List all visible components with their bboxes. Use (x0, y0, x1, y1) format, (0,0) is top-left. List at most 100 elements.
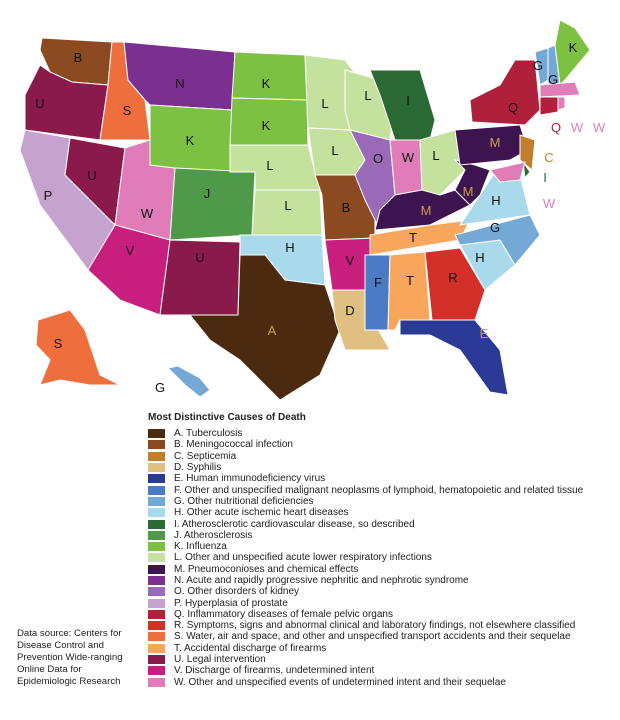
legend-item: J. Atherosclerosis (148, 530, 583, 541)
legend-item: T. Accidental discharge of firearms (148, 643, 583, 654)
legend-label: L. Other and unspecified acute lower res… (174, 552, 432, 564)
legend-label: O. Other disorders of kidney (174, 586, 300, 598)
legend-label: J. Atherosclerosis (174, 529, 253, 541)
legend-swatch (148, 508, 165, 518)
state-label-ks: L (284, 198, 291, 213)
state-de (522, 161, 531, 180)
state-label-ok: H (285, 240, 294, 255)
state-label-ar: V (346, 253, 355, 268)
state-label-ak: S (54, 336, 63, 351)
legend-item: F. Other and unspecified malignant neopl… (148, 484, 583, 496)
state-label-ne: L (266, 158, 273, 173)
legend-swatch (148, 485, 165, 495)
legend-item: W. Other and unspecified events of undet… (148, 677, 583, 688)
state-al (387, 251, 431, 331)
state-label-wv: M (463, 184, 474, 199)
legend-item: H. Other acute ischemic heart diseases (148, 507, 583, 518)
legend-swatch (148, 519, 165, 529)
legend-swatch (148, 587, 165, 597)
legend-title: Most Distinctive Causes of Death (148, 412, 306, 423)
legend-item: I. Atherosclerotic cardiovascular diseas… (148, 518, 583, 530)
legend-swatch (148, 553, 165, 563)
legend-label: M. Pneumoconioses and chemical effects (174, 563, 359, 575)
state-label-tn: T (409, 230, 417, 245)
state-in (389, 139, 423, 196)
state-md (489, 161, 526, 183)
state-nj (519, 134, 536, 171)
state-label-ma: W (571, 120, 584, 135)
legend-swatch (148, 440, 165, 450)
legend-swatch (148, 677, 165, 687)
legend-label: K. Influenza (174, 541, 227, 553)
legend-item: G. Other nutritional deficiencies (148, 496, 583, 507)
state-label-tx: A (268, 323, 277, 338)
legend-item: E. Human immunodeficiency virus (148, 473, 583, 484)
state-label-de: I (543, 170, 547, 185)
state-label-nd: K (262, 76, 271, 91)
state-tx (188, 254, 341, 401)
state-ny (469, 59, 541, 126)
legend-item: R. Symptoms, signs and abnormal clinical… (148, 620, 583, 631)
state-label-az: V (126, 243, 135, 258)
state-label-in: W (402, 150, 415, 165)
legend-label: B. Meningococcal infection (174, 439, 293, 451)
legend-swatch (148, 429, 165, 439)
state-label-id: S (123, 103, 132, 118)
state-label-il: O (373, 151, 383, 166)
legend-label: S. Water, air and space, and other and u… (174, 631, 571, 643)
state-label-ny: Q (508, 100, 518, 115)
legend-swatch (148, 530, 165, 540)
state-co (169, 167, 256, 241)
legend-swatch (148, 655, 165, 665)
state-label-al: T (406, 273, 414, 288)
state-label-hi: G (155, 380, 165, 395)
legend-swatch (148, 621, 165, 631)
state-label-nh: G (548, 72, 558, 87)
legend-swatch (148, 496, 165, 506)
legend-swatch (148, 632, 165, 642)
state-label-mn: L (321, 96, 328, 111)
legend-swatch (148, 474, 165, 484)
legend-item: U. Legal intervention (148, 654, 583, 665)
state-label-wi: L (364, 88, 371, 103)
state-label-wy: K (186, 133, 195, 148)
state-label-co: J (204, 186, 211, 201)
state-ga (424, 247, 486, 321)
state-label-fl: E (480, 326, 489, 341)
legend-item: C. Septicemia (148, 451, 583, 462)
state-ma (539, 81, 581, 98)
state-az (87, 224, 171, 316)
state-label-nj: C (544, 150, 553, 165)
legend-label: U. Legal intervention (174, 654, 266, 666)
state-label-wa: B (74, 50, 83, 65)
legend-item: Q. Inflammatory diseases of female pelvi… (148, 609, 583, 620)
legend-item: P. Hyperplasia of prostate (148, 597, 583, 609)
state-label-ia: L (331, 143, 338, 158)
legend-label: I. Atherosclerotic cardiovascular diseas… (174, 518, 415, 530)
legend-swatch (148, 451, 165, 461)
state-label-pa: M (490, 135, 501, 150)
state-label-nv: U (87, 168, 96, 183)
data-source-note: Data source: Centers for Disease Control… (17, 628, 123, 687)
legend-swatch (148, 643, 165, 653)
state-label-mi: I (406, 93, 410, 108)
state-oh (419, 129, 466, 196)
legend-item: L. Other and unspecified acute lower res… (148, 552, 583, 563)
state-label-la: D (345, 303, 354, 318)
state-label-mt: N (175, 76, 184, 91)
legend-swatch (148, 609, 165, 619)
legend-item: N. Acute and rapidly progressive nephrit… (148, 575, 583, 586)
legend-item: A. Tuberculosis (148, 428, 583, 439)
state-fl (399, 319, 509, 396)
state-label-ga: R (448, 270, 457, 285)
state-label-or: U (35, 96, 44, 111)
legend-label: R. Symptoms, signs and abnormal clinical… (174, 620, 576, 632)
legend-swatch (148, 463, 165, 473)
legend-label: V. Discharge of firearms, undetermined i… (174, 665, 375, 677)
legend-label: D. Syphilis (174, 462, 222, 474)
legend-label: H. Other acute ischemic heart diseases (174, 507, 349, 519)
state-ct (539, 96, 559, 116)
legend-swatch (148, 576, 165, 585)
